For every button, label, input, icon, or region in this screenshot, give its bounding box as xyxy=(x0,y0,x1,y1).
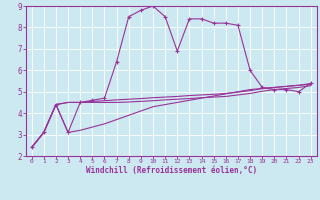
X-axis label: Windchill (Refroidissement éolien,°C): Windchill (Refroidissement éolien,°C) xyxy=(86,166,257,175)
